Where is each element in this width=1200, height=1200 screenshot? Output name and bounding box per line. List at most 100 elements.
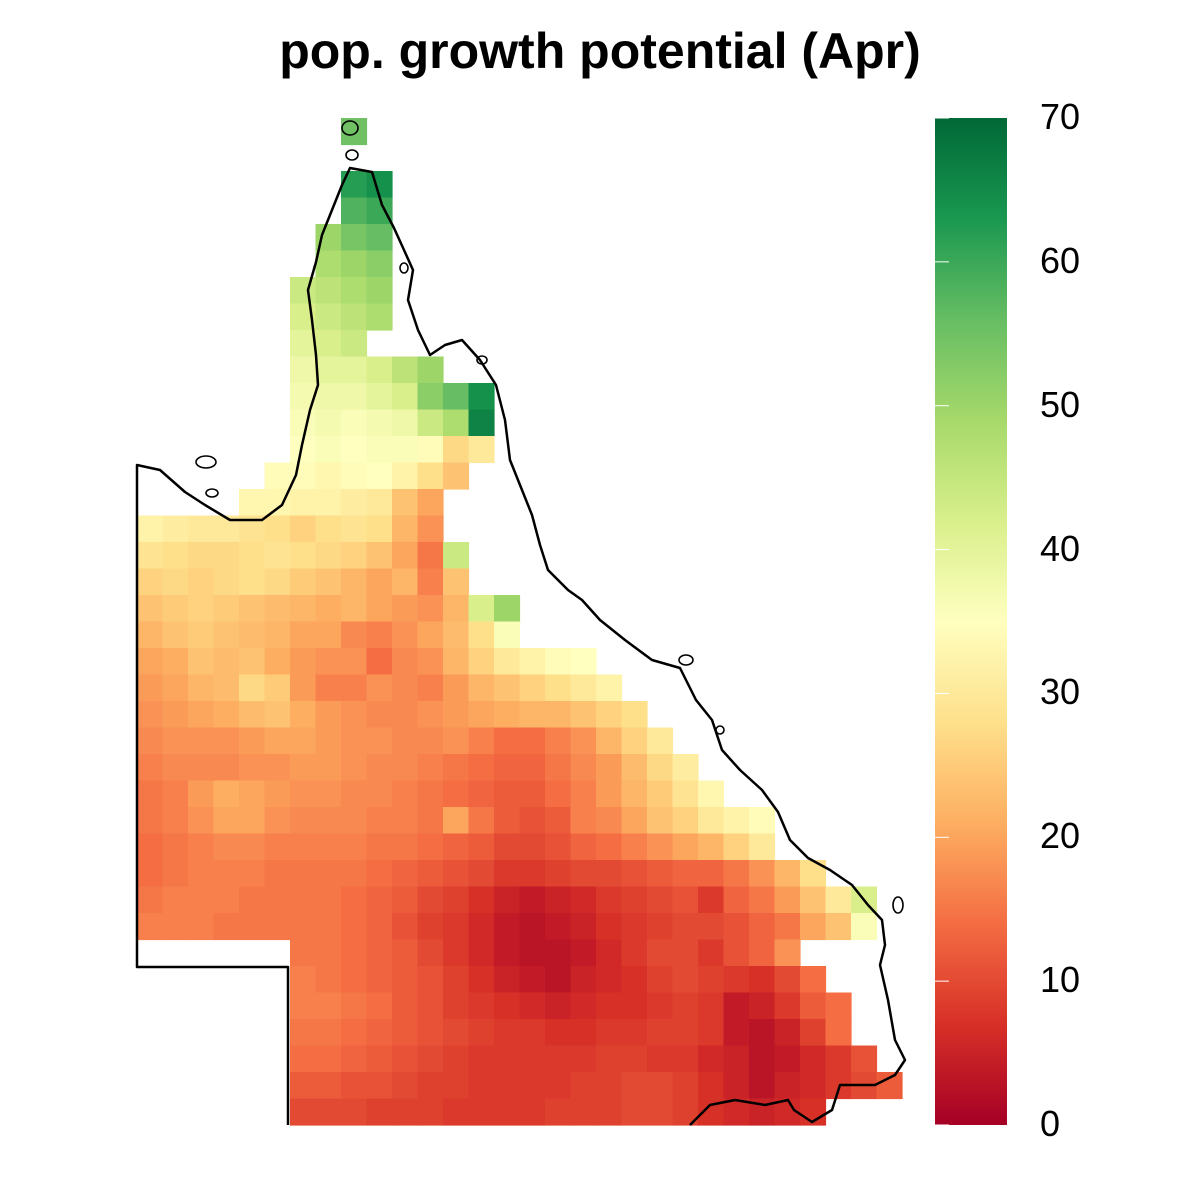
heatmap-cell [468,1098,495,1126]
heatmap-cell [290,966,317,994]
heatmap-cell [290,356,317,384]
heatmap-cell [239,542,266,570]
heatmap-cell [341,383,368,411]
heatmap-cell [647,886,674,914]
heatmap-cell [239,674,266,702]
heatmap-cell [723,913,750,941]
heatmap-cell [341,1072,368,1100]
heatmap-cell [188,515,215,543]
heatmap-cell [647,913,674,941]
heatmap-cell [749,1072,776,1100]
heatmap-cell [392,621,419,649]
heatmap-cell [366,595,393,623]
heatmap-cell [443,621,470,649]
heatmap-cell [366,356,393,384]
heatmap-cell [647,1098,674,1126]
heatmap-cell [570,913,597,941]
heatmap-cell [341,648,368,676]
heatmap-cell [341,330,368,358]
heatmap-cell [188,542,215,570]
heatmap-cell [188,621,215,649]
heatmap-cell [621,701,648,729]
heatmap-cell [417,542,444,570]
heatmap-cell [188,860,215,888]
heatmap-cell [468,807,495,835]
heatmap-cell [443,833,470,861]
colorbar-tick-label: 10 [1040,959,1081,1001]
heatmap-cell [494,674,521,702]
heatmap-cell [162,648,189,676]
heatmap-cell [366,277,393,305]
heatmap-cell [392,860,419,888]
heatmap-cell [162,542,189,570]
heatmap-cell [647,1072,674,1100]
heatmap-cell [443,595,470,623]
heatmap-cell [723,1019,750,1047]
heatmap-cell [162,621,189,649]
heatmap-cell [239,727,266,755]
heatmap-cell [239,754,266,782]
heatmap-cell [264,860,291,888]
heatmap-cell [137,648,164,676]
heatmap-cell [596,1019,623,1047]
heatmap-cell [774,939,801,967]
heatmap-cell [213,807,240,835]
heatmap-cell [239,701,266,729]
heatmap-cell [672,886,699,914]
heatmap-cell [264,780,291,808]
heatmap-cell [341,674,368,702]
colorbar-tick-label: 40 [1040,527,1081,569]
heatmap-cell [774,1045,801,1073]
heatmap-cell [723,992,750,1020]
heatmap-cell [188,568,215,596]
heatmap-cell [545,1019,572,1047]
heatmap-cell [494,807,521,835]
heatmap-cell [698,807,725,835]
heatmap-cell [774,1072,801,1100]
heatmap-cell [570,1098,597,1126]
island-outline [345,149,359,161]
heatmap-cell [570,807,597,835]
heatmap-cell [723,807,750,835]
heatmap-cell [213,727,240,755]
heatmap-cell [443,542,470,570]
heatmap-cell [443,886,470,914]
heatmap-cell [468,833,495,861]
heatmap-cell [417,595,444,623]
heatmap-cell [519,1019,546,1047]
heatmap-cell [621,966,648,994]
heatmap-cell [264,648,291,676]
heatmap-cell [341,250,368,278]
heatmap-cell [570,648,597,676]
heatmap-cell [188,701,215,729]
heatmap-cell [596,754,623,782]
heatmap-cell [672,1019,699,1047]
heatmap-cell [800,1072,827,1100]
heatmap-cell [264,462,291,490]
heatmap-cell [825,1019,852,1047]
heatmap-cell [366,383,393,411]
heatmap-cell [213,568,240,596]
heatmap-cell [519,674,546,702]
heatmap-cell [366,701,393,729]
heatmap-cell [468,1045,495,1073]
heatmap-cell [621,1072,648,1100]
heatmap-cell [545,913,572,941]
heatmap-cell [672,913,699,941]
heatmap-cell [672,807,699,835]
heatmap-cell [851,1045,878,1073]
heatmap-cell [417,1072,444,1100]
heatmap-cell [519,701,546,729]
heatmap-cell [698,966,725,994]
heatmap-cell [545,833,572,861]
heatmap-cell [366,436,393,464]
heatmap-cell [698,1019,725,1047]
heatmap-cell [341,886,368,914]
heatmap-cell [341,409,368,437]
heatmap-cell [494,727,521,755]
heatmap-cell [774,913,801,941]
heatmap-cell [621,727,648,755]
heatmap-cell [417,780,444,808]
island-outline [399,262,409,274]
heatmap-cell [468,860,495,888]
